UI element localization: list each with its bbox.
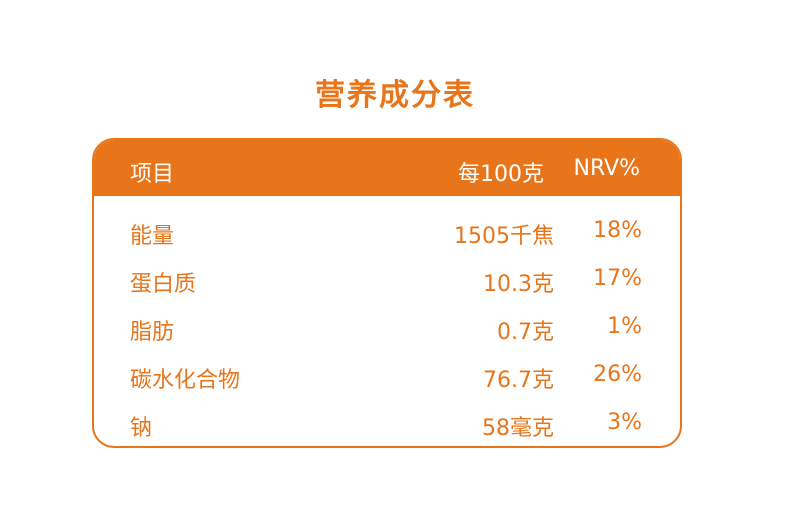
table-body: 能量 1505千焦 18% 蛋白质 10.3克 17% 脂肪 0.7克 1% 碳… <box>94 208 680 446</box>
row-nrv: 1% <box>607 314 642 339</box>
row-per100: 0.7克 <box>497 320 554 345</box>
header-item: 项目 <box>130 162 175 187</box>
row-nrv: 3% <box>607 410 642 435</box>
row-per100: 10.3克 <box>483 272 554 297</box>
table-header: 项目 每100克 NRV% <box>94 140 680 196</box>
table-row: 脂肪 0.7克 1% <box>94 304 680 352</box>
row-per100: 76.7克 <box>483 368 554 393</box>
table-row: 能量 1505千焦 18% <box>94 208 680 256</box>
row-per100: 1505千焦 <box>454 224 554 249</box>
nutrition-table: 项目 每100克 NRV% 能量 1505千焦 18% 蛋白质 10.3克 17… <box>92 138 682 448</box>
table-row: 钠 58毫克 3% <box>94 400 680 446</box>
header-nrv: NRV% <box>573 156 641 181</box>
row-item: 碳水化合物 <box>130 368 241 393</box>
header-per100: 每100克 <box>458 162 544 187</box>
row-item: 钠 <box>130 416 153 441</box>
row-item: 能量 <box>130 224 175 249</box>
row-nrv: 26% <box>593 362 642 387</box>
table-row: 蛋白质 10.3克 17% <box>94 256 680 304</box>
row-per100: 58毫克 <box>482 416 554 441</box>
row-nrv: 17% <box>593 266 642 291</box>
row-item: 脂肪 <box>130 320 175 345</box>
row-nrv: 18% <box>593 218 642 243</box>
table-row: 碳水化合物 76.7克 26% <box>94 352 680 400</box>
page-title: 营养成分表 <box>315 78 475 113</box>
row-item: 蛋白质 <box>130 272 197 297</box>
